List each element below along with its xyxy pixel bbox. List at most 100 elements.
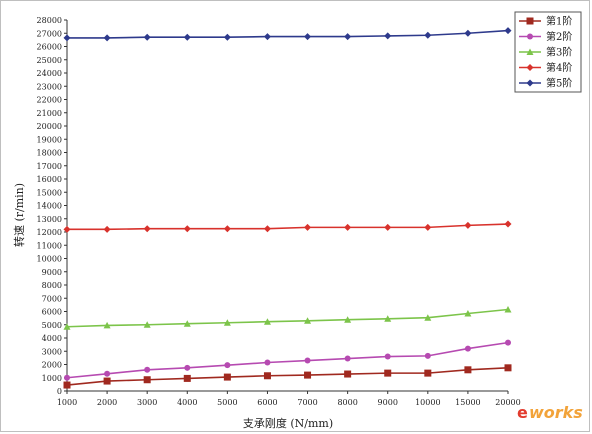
data-point	[344, 33, 352, 41]
y-tick-label: 17000	[37, 162, 62, 171]
y-tick-label: 11000	[37, 241, 62, 250]
data-point	[103, 321, 111, 329]
watermark-logo: e works	[517, 403, 583, 422]
data-point	[183, 374, 191, 382]
data-point	[263, 225, 271, 233]
data-point	[223, 319, 231, 326]
y-tick-label: 16000	[37, 175, 62, 184]
legend-entry: 第1阶	[519, 15, 572, 28]
data-point	[183, 33, 191, 41]
data-point	[464, 366, 472, 374]
y-tick-label: 1000	[42, 374, 62, 383]
data-point	[304, 371, 312, 379]
data-point	[464, 221, 472, 229]
watermark-works: works	[529, 403, 583, 422]
data-point	[103, 377, 111, 385]
data-point	[263, 318, 271, 325]
data-point	[223, 373, 231, 381]
data-point	[143, 321, 151, 328]
series-line	[66, 367, 509, 386]
legend-marker	[526, 48, 534, 55]
data-point	[223, 225, 231, 233]
y-tick-label: 9000	[42, 268, 62, 277]
y-axis-label: 转速 (r/min)	[12, 183, 26, 247]
data-point	[263, 33, 271, 41]
data-point	[304, 357, 311, 364]
series-3	[63, 306, 512, 330]
y-tick-label: 12000	[37, 228, 62, 237]
data-point	[184, 364, 191, 371]
y-tick-label: 10000	[37, 255, 62, 264]
series-line	[67, 223, 509, 231]
series-layer	[63, 27, 512, 389]
series-4	[63, 220, 512, 233]
data-point	[63, 225, 71, 233]
y-tick-label: 13000	[37, 215, 62, 224]
data-point	[344, 370, 352, 378]
data-point	[143, 225, 151, 233]
x-axis-ticks: 1000 2000 3000 4000 5000 6000 7000 8000 9000 1000…	[57, 391, 521, 407]
y-tick-label: 24000	[37, 69, 62, 78]
data-point	[223, 33, 231, 41]
legend-entry: 第2阶	[519, 30, 572, 43]
x-tick-label: 2000	[97, 398, 117, 407]
legend-marker	[526, 79, 534, 87]
legend-label: 第4阶	[546, 61, 572, 74]
series-2	[64, 339, 511, 381]
series-line	[67, 29, 509, 39]
legend-marker	[526, 17, 534, 25]
data-point	[505, 339, 511, 346]
x-tick-label: 9000	[378, 398, 398, 407]
x-tick-label: 6000	[257, 398, 277, 407]
data-point	[384, 32, 392, 40]
data-point	[103, 34, 111, 42]
data-point	[424, 223, 432, 231]
x-tick-label: 5000	[217, 398, 237, 407]
legend-label: 第2阶	[546, 30, 572, 43]
y-tick-label: 26000	[37, 43, 62, 52]
data-point	[264, 359, 271, 366]
series-line	[66, 308, 509, 328]
y-tick-label: 27000	[37, 29, 62, 38]
data-point	[464, 29, 472, 37]
y-tick-label: 22000	[37, 96, 62, 105]
data-point	[384, 315, 392, 322]
y-tick-label: 5000	[42, 321, 62, 330]
data-point	[63, 381, 71, 389]
y-tick-label: 6000	[42, 308, 62, 317]
data-point	[384, 369, 392, 377]
data-point	[344, 223, 352, 231]
data-point	[424, 31, 432, 39]
y-tick-label: 8000	[42, 281, 62, 290]
series-5	[63, 27, 512, 42]
y-tick-label: 28000	[37, 16, 62, 25]
x-tick-label: 10000	[415, 398, 440, 407]
data-point	[344, 355, 351, 362]
y-tick-label: 15000	[37, 188, 62, 197]
data-point	[304, 317, 312, 324]
series-1	[63, 364, 512, 389]
data-point	[304, 33, 312, 41]
x-tick-label: 15000	[455, 398, 480, 407]
y-tick-label: 25000	[37, 56, 62, 65]
data-point	[384, 353, 391, 360]
legend-entry: 第4阶	[519, 61, 572, 74]
data-point	[424, 369, 432, 377]
legend-label: 第3阶	[546, 46, 572, 59]
x-tick-label: 3000	[137, 398, 157, 407]
x-tick-label: 8000	[337, 398, 357, 407]
data-point	[344, 316, 352, 323]
x-tick-label: 20000	[495, 398, 520, 407]
data-point	[384, 223, 392, 231]
y-tick-label: 7000	[42, 294, 62, 303]
data-point	[104, 370, 111, 377]
data-point	[424, 352, 431, 359]
data-point	[304, 223, 312, 231]
legend-label: 第1阶	[546, 15, 572, 28]
legend-marker	[527, 33, 533, 40]
y-tick-label: 2000	[42, 361, 62, 370]
y-tick-label: 0	[57, 387, 62, 396]
